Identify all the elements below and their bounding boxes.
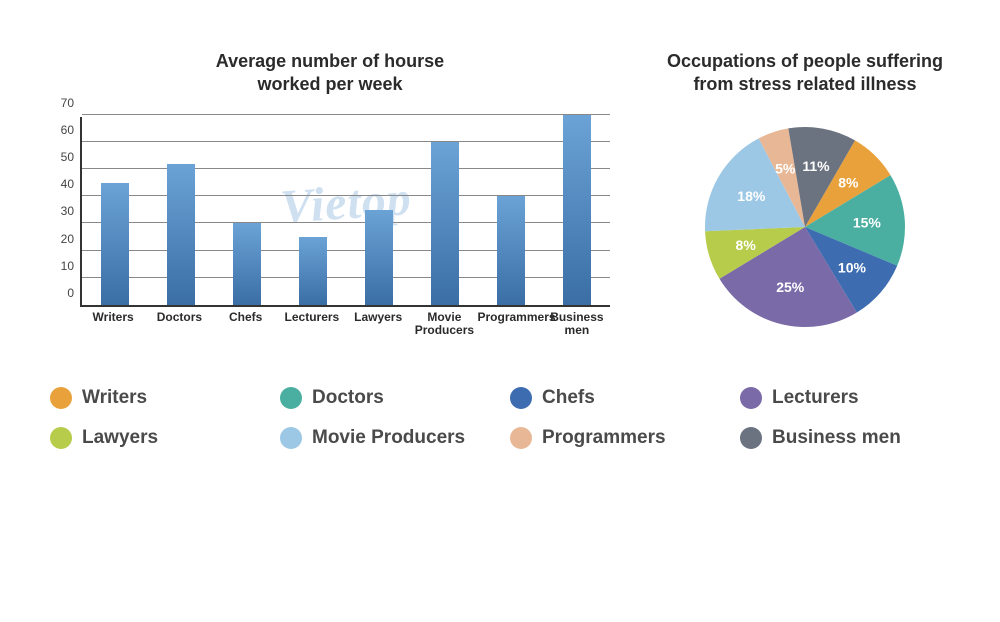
legend-swatch [50,427,72,449]
bar-wrap [280,237,346,305]
legend-item: Movie Producers [280,427,490,449]
pie-chart: 8% 15% 10% 25% 8% 18% 5% 11% [695,117,915,337]
legend-label: Business men [772,427,901,449]
legend-swatch [510,427,532,449]
x-label: Writers [80,307,146,337]
pie-wrap: 8% 15% 10% 25% 8% 18% 5% 11% [650,117,960,337]
y-tick: 10 [61,259,74,273]
charts-container: Average number of hourseworked per week … [0,0,1000,337]
legend-item: Chefs [510,387,720,409]
grid-line [82,114,610,115]
bar-wrap [214,223,280,304]
legend-label: Doctors [312,387,384,409]
legend-swatch [280,387,302,409]
y-tick: 70 [61,96,74,110]
bar [101,183,129,305]
bar [563,115,591,305]
pie-chart-section: Occupations of people sufferingfrom stre… [650,50,960,337]
pie-slice-label: 8% [838,174,859,190]
y-tick: 30 [61,204,74,218]
legend-item: Lawyers [50,427,260,449]
x-label: Businessmen [544,307,610,337]
pie-slice-label: 15% [853,214,882,230]
bar-bars [82,117,610,305]
bar [299,237,327,305]
legend-label: Lecturers [772,387,859,409]
bar-wrap [346,210,412,305]
pie-slice-label: 5% [775,160,796,176]
legend-label: Movie Producers [312,427,465,449]
legend-swatch [740,427,762,449]
y-tick: 60 [61,123,74,137]
bar-y-axis: 010203040506070 [50,117,80,307]
legend-item: Programmers [510,427,720,449]
bar-wrap [478,196,544,305]
bar [497,196,525,305]
legend-item: Writers [50,387,260,409]
pie-slice-label: 11% [802,158,830,174]
legend-item: Business men [740,427,950,449]
bar [233,223,261,304]
legend-item: Doctors [280,387,490,409]
x-label: Programmers [478,307,544,337]
bar-wrap [544,115,610,305]
legend-swatch [50,387,72,409]
pie-slice-label: 10% [838,259,867,275]
pie-slice-label: 18% [737,188,766,204]
x-label: Doctors [146,307,212,337]
legend-label: Programmers [542,427,666,449]
bar [431,142,459,305]
legend-swatch [740,387,762,409]
bar-chart-title: Average number of hourseworked per week [50,50,610,97]
x-label: Chefs [213,307,279,337]
bar-plot-area: Vietop [80,117,610,307]
y-tick: 0 [67,286,74,300]
x-label: Lecturers [279,307,345,337]
bar-chart: 010203040506070 Vietop WritersDoctorsChe… [50,117,610,337]
bar-wrap [148,164,214,305]
legend-item: Lecturers [740,387,950,409]
legend-label: Lawyers [82,427,158,449]
bar-wrap [82,183,148,305]
pie-slice-label: 25% [776,279,805,295]
bar-x-labels: WritersDoctorsChefsLecturersLawyersMovie… [80,307,610,337]
legend: Writers Doctors Chefs Lecturers Lawyers Movie… [0,387,1000,449]
y-tick: 20 [61,232,74,246]
bar [167,164,195,305]
legend-label: Chefs [542,387,595,409]
legend-swatch [510,387,532,409]
charts-row: Average number of hourseworked per week … [50,50,950,337]
x-label: MovieProducers [411,307,477,337]
y-tick: 50 [61,150,74,164]
pie-chart-title: Occupations of people sufferingfrom stre… [650,50,960,97]
legend-swatch [280,427,302,449]
bar-chart-section: Average number of hourseworked per week … [50,50,610,337]
y-tick: 40 [61,177,74,191]
bar-wrap [412,142,478,305]
pie-slice-label: 8% [736,237,757,253]
bar [365,210,393,305]
legend-label: Writers [82,387,147,409]
x-label: Lawyers [345,307,411,337]
